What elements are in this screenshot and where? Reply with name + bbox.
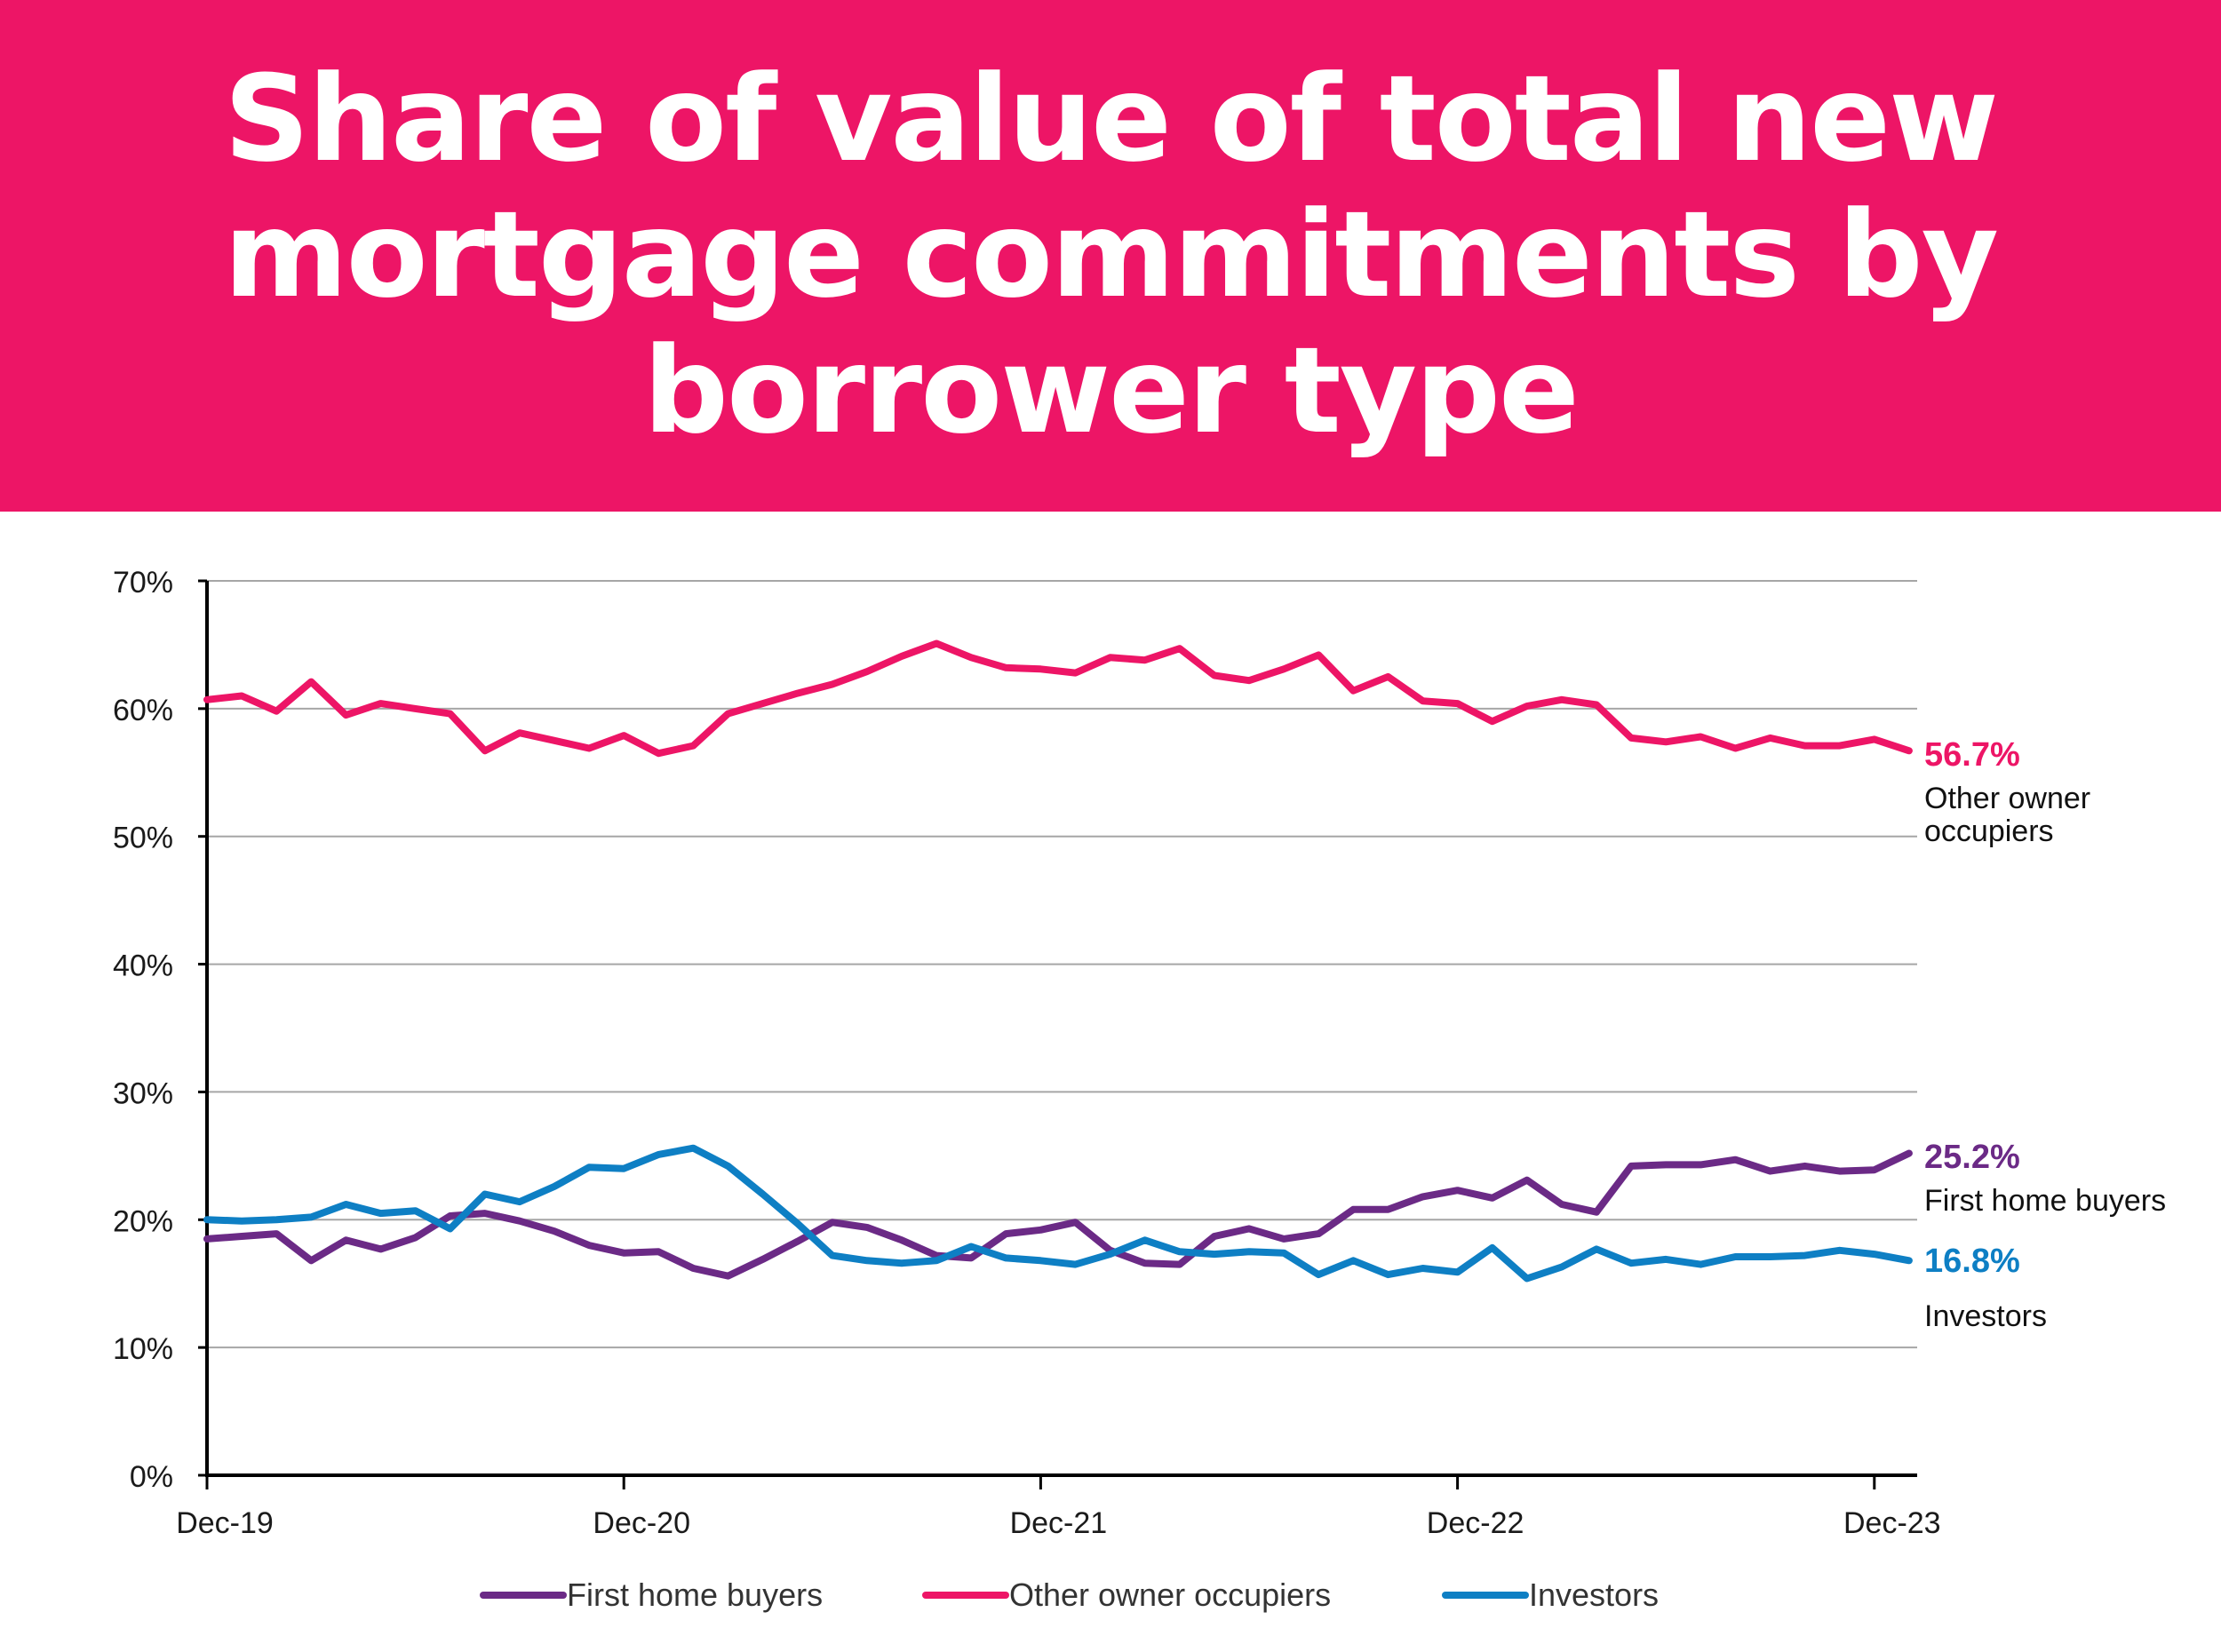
y-tick-label: 10% <box>113 1332 173 1366</box>
end-value-label: 25.2% <box>1924 1139 2020 1176</box>
series-line <box>203 1144 1913 1283</box>
legend-label: Investors <box>1529 1577 1659 1613</box>
y-tick-label: 50% <box>113 822 173 855</box>
y-tick-label: 40% <box>113 949 173 983</box>
legend: First home buyers Other owner occupiers In… <box>480 1577 1659 1613</box>
y-tick-label: 60% <box>113 694 173 727</box>
series-line <box>203 1149 1913 1280</box>
chart-title: Share of value of total new mortgage com… <box>224 50 1999 460</box>
end-value-label: 56.7% <box>1924 736 2020 774</box>
legend-label: First home buyers <box>567 1577 823 1613</box>
y-tick-label: 20% <box>113 1204 173 1238</box>
axes: 0% 10% 20% 30% 40% 50% 60% 70% Dec-19 Dec-20 Dec-2… <box>113 566 1941 1540</box>
line-chart: 0% 10% 20% 30% 40% 50% 60% 70% Dec-19 Dec-20 Dec-2… <box>113 566 2166 1613</box>
end-caption-label: Other owner <box>1924 782 2090 815</box>
end-value-label: 16.8% <box>1924 1243 2020 1280</box>
x-tick-label: Dec-20 <box>593 1506 690 1540</box>
y-tick-label: 30% <box>113 1076 173 1110</box>
x-tick-label: Dec-19 <box>176 1506 274 1540</box>
end-caption-label: First home buyers <box>1924 1184 2166 1218</box>
gridlines <box>207 580 1917 1349</box>
series-line <box>203 639 1913 758</box>
end-caption-label: Investors <box>1924 1299 2047 1333</box>
x-tick-label: Dec-21 <box>1010 1506 1108 1540</box>
x-tick-label: Dec-22 <box>1427 1506 1524 1540</box>
legend-label: Other owner occupiers <box>1009 1577 1331 1613</box>
title-banner: Share of value of total new mortgage com… <box>0 0 2221 512</box>
series-lines <box>203 639 1913 1283</box>
y-tick-label: 70% <box>113 566 173 600</box>
y-tick-label: 0% <box>130 1460 173 1494</box>
end-caption-label: occupiers <box>1924 814 2054 848</box>
x-tick-label: Dec-23 <box>1843 1506 1941 1540</box>
